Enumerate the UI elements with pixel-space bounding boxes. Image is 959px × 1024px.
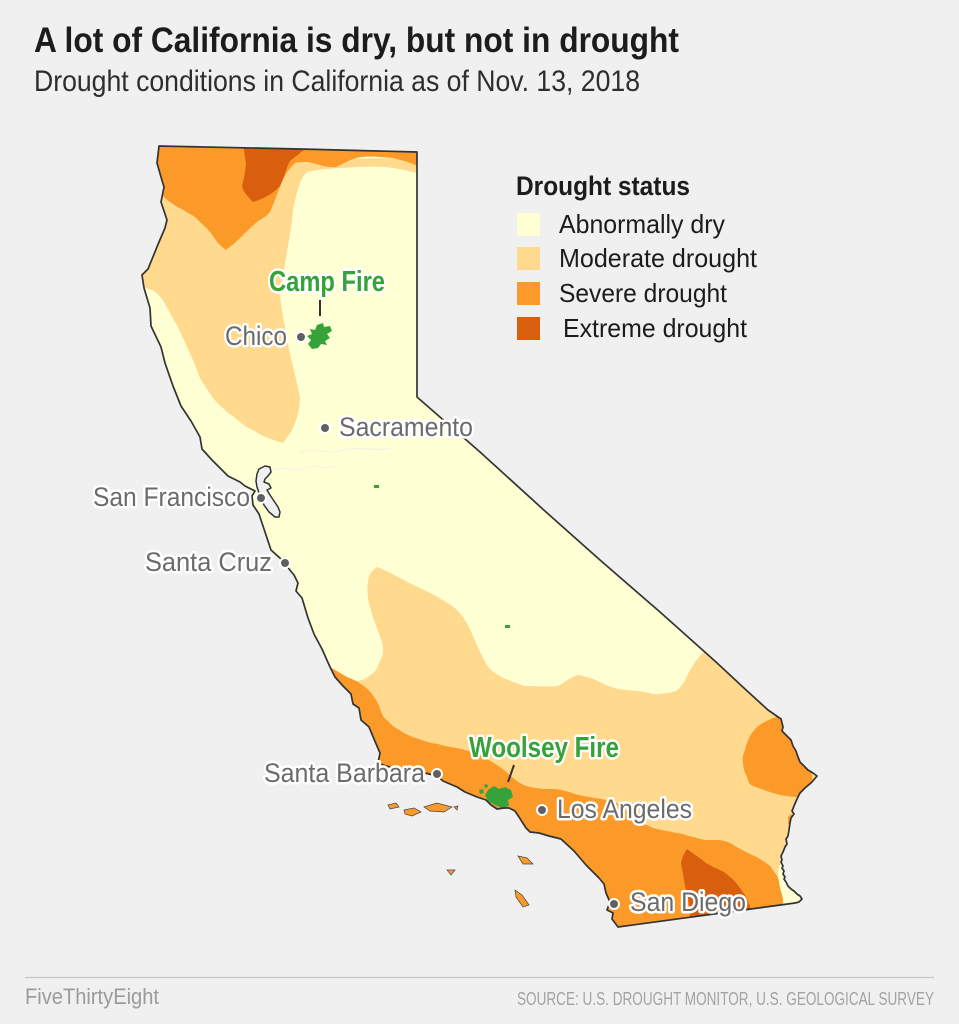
svg-text:Abnormally dry: Abnormally dry xyxy=(559,209,725,239)
svg-text:Sacramento: Sacramento xyxy=(339,412,473,442)
svg-text:Santa Cruz: Santa Cruz xyxy=(145,547,272,577)
svg-text:Santa Barbara: Santa Barbara xyxy=(264,758,426,788)
svg-text:Drought conditions in Californ: Drought conditions in California as of N… xyxy=(34,65,640,98)
svg-text:SOURCE: U.S. DROUGHT MONITOR,: SOURCE: U.S. DROUGHT MONITOR, U.S. GEOLO… xyxy=(517,989,934,1009)
svg-text:San Diego: San Diego xyxy=(630,887,746,917)
svg-text:San Francisco: San Francisco xyxy=(93,482,250,512)
svg-text:A lot of California is dry, bu: A lot of California is dry, but not in d… xyxy=(34,21,679,60)
svg-text:FiveThirtyEight: FiveThirtyEight xyxy=(25,984,159,1009)
svg-text:Moderate drought: Moderate drought xyxy=(559,243,758,273)
svg-text:Extreme drought: Extreme drought xyxy=(563,313,748,343)
svg-text:Chico: Chico xyxy=(225,321,287,351)
svg-text:Camp Fire: Camp Fire xyxy=(269,266,385,298)
svg-text:Drought status: Drought status xyxy=(516,171,690,201)
svg-text:Woolsey Fire: Woolsey Fire xyxy=(469,732,619,764)
svg-text:Los Angeles: Los Angeles xyxy=(557,794,692,824)
svg-text:Severe drought: Severe drought xyxy=(559,278,728,308)
